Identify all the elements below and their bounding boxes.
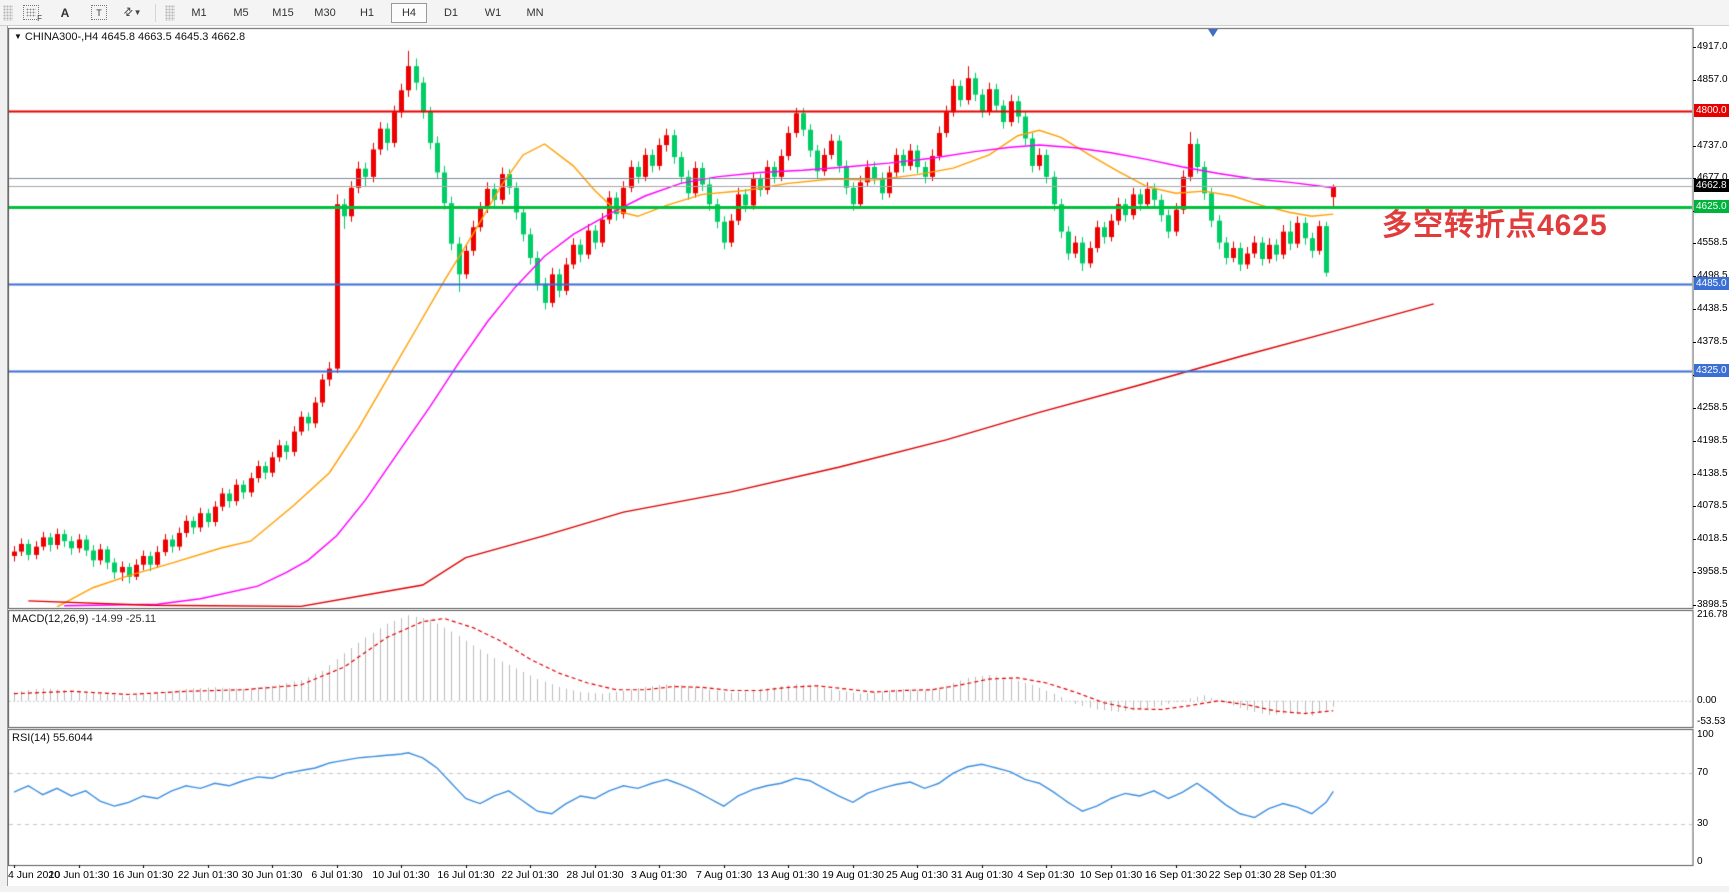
chevron-down-icon: ▼ — [133, 8, 142, 17]
text-label-tool-button[interactable]: A — [49, 2, 81, 24]
time-axis-label: 3 Aug 01:30 — [630, 869, 688, 881]
rsi-axis-tick: 100 — [1697, 729, 1714, 740]
timeframe-button-MN[interactable]: MN — [526, 6, 544, 19]
timeframe-button-M15[interactable]: M15 — [272, 6, 294, 19]
text-box-tool-button[interactable]: T — [83, 2, 115, 24]
time-axis-label: 13 Aug 01:30 — [757, 869, 819, 881]
chart-canvas[interactable] — [8, 26, 1694, 868]
price-tick: 4558.5 — [1693, 237, 1728, 248]
time-axis-label: 10 Sep 01:30 — [1079, 869, 1143, 881]
toolbar-separator — [155, 3, 156, 22]
chart-shift-marker-icon[interactable] — [1208, 29, 1218, 37]
price-tick: 4857.0 — [1693, 74, 1728, 85]
time-axis-label: 10 Jun 01:30 — [48, 869, 110, 881]
price-badge: 4662.8 — [1694, 179, 1729, 192]
rsi-indicator-label: RSI(14) 55.6044 — [12, 732, 93, 744]
macd-main-value: -14.99 — [91, 613, 123, 625]
price-tick: 4917.0 — [1693, 41, 1728, 52]
time-axis-label: 16 Jul 01:30 — [437, 869, 495, 881]
chart-annotation-text: 多空转折点4625 — [1382, 209, 1608, 242]
timeframe-button-M30[interactable]: M30 — [314, 6, 336, 19]
bottom-window-edge — [0, 886, 1729, 892]
price-tick: 3958.5 — [1693, 566, 1728, 577]
macd-axis-tick: -53.53 — [1697, 716, 1726, 727]
toolbar-drag-handle[interactable] — [3, 4, 13, 21]
left-window-edge — [0, 26, 8, 886]
price-badge: 4325.0 — [1694, 364, 1729, 377]
time-axis-label: 7 Aug 01:30 — [695, 869, 753, 881]
text-box-icon: T — [91, 5, 107, 20]
time-axis-label: 28 Jul 01:30 — [566, 869, 624, 881]
price-tick: 4378.5 — [1693, 336, 1728, 347]
rsi-axis-tick: 30 — [1697, 818, 1709, 829]
price-tick: 4078.5 — [1693, 500, 1728, 511]
time-axis-label: 31 Aug 01:30 — [951, 869, 1013, 881]
price-tick: 4677.0 — [1693, 172, 1728, 183]
cycle-symbols-button[interactable]: ⇄ ▼ — [117, 2, 149, 24]
price-tick: 4737.0 — [1693, 140, 1728, 151]
time-axis-label: 22 Jul 01:30 — [501, 869, 559, 881]
time-axis-label: 30 Jun 01:30 — [241, 869, 303, 881]
macd-signal-value: -25.11 — [125, 613, 157, 625]
top-toolbar: F A T ⇄ ▼ M1 M5 M15 M30 H1 H4 D1 W1 MN — [0, 0, 1729, 26]
grid-icon: F — [23, 5, 42, 23]
time-axis-label: 4 Jun 2020 — [8, 869, 60, 881]
timeframe-button-D1[interactable]: D1 — [443, 6, 459, 19]
price-tick: 4438.5 — [1693, 303, 1728, 314]
price-axis-area[interactable] — [1694, 26, 1729, 886]
symbol-dropdown-icon[interactable]: ▼ — [14, 32, 22, 41]
time-axis-label: 6 Jul 01:30 — [311, 869, 363, 881]
price-tick: 4498.5 — [1693, 270, 1728, 281]
indicator-grid-tool-button[interactable]: F — [15, 2, 47, 24]
time-axis-label: 22 Sep 01:30 — [1208, 869, 1272, 881]
macd-axis-tick: 0.00 — [1697, 695, 1717, 706]
time-axis-label: 19 Aug 01:30 — [822, 869, 884, 881]
rsi-axis-tick: 70 — [1697, 767, 1709, 778]
time-axis-label: 22 Jun 01:30 — [177, 869, 239, 881]
timeframe-button-H1[interactable]: H1 — [359, 6, 375, 19]
time-axis-label: 4 Sep 01:30 — [1017, 869, 1075, 881]
rsi-value: 55.6044 — [52, 732, 93, 744]
rsi-axis-tick: 0 — [1697, 856, 1703, 867]
price-badge: 4800.0 — [1694, 104, 1729, 117]
timeframe-button-H4[interactable]: H4 — [391, 2, 427, 23]
symbol-title[interactable]: ▼ CHINA300-,H4 4645.8 4663.5 4645.3 4662.… — [14, 31, 246, 43]
letter-a-icon: A — [60, 5, 70, 20]
time-axis-label: 16 Jun 01:30 — [112, 869, 174, 881]
price-tick: 4198.5 — [1693, 435, 1728, 446]
time-axis-label: 16 Sep 01:30 — [1144, 869, 1208, 881]
price-badge: 4625.0 — [1694, 200, 1729, 213]
price-tick: 4018.5 — [1693, 533, 1728, 544]
price-tick: 4258.5 — [1693, 402, 1728, 413]
timeframe-button-M1[interactable]: M1 — [191, 6, 207, 19]
macd-indicator-label: MACD(12,26,9) -14.99 -25.11 — [12, 613, 157, 625]
price-tick: 4138.5 — [1693, 468, 1728, 479]
price-badge: 4485.0 — [1694, 277, 1729, 290]
price-tick: 3898.5 — [1693, 599, 1728, 610]
timeframe-group-handle[interactable] — [165, 4, 175, 21]
timeframe-button-group: M1 M5 M15 M30 H1 H4 D1 W1 MN — [181, 2, 553, 23]
time-axis-label: 28 Sep 01:30 — [1273, 869, 1337, 881]
time-axis-label: 10 Jul 01:30 — [372, 869, 430, 881]
timeframe-button-M5[interactable]: M5 — [233, 6, 249, 19]
macd-axis-tick: 216.78 — [1697, 609, 1728, 620]
timeframe-button-W1[interactable]: W1 — [484, 6, 502, 19]
time-axis-label: 25 Aug 01:30 — [886, 869, 948, 881]
